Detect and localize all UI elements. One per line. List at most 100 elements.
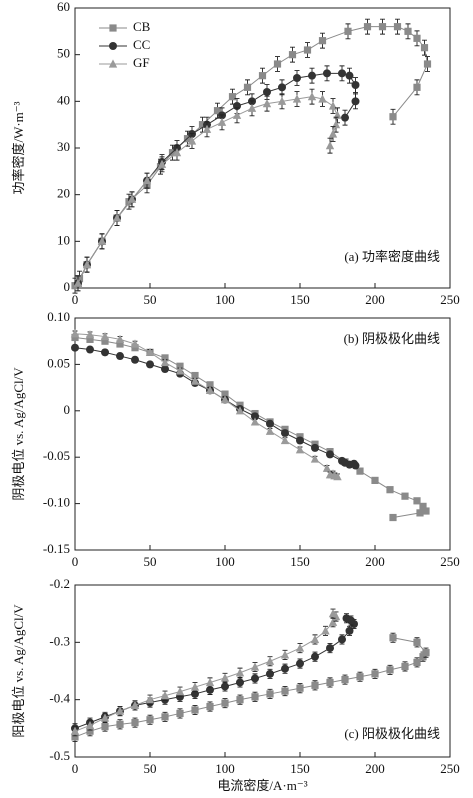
y-tick-label: -0.05	[43, 448, 70, 463]
marker	[71, 333, 79, 342]
marker	[292, 94, 302, 103]
y-tick-label: 40	[57, 92, 70, 107]
series-line	[74, 637, 427, 738]
marker	[235, 406, 245, 415]
marker	[116, 340, 124, 348]
marker	[325, 141, 335, 150]
marker	[202, 124, 212, 133]
y-tick-label: 60	[57, 0, 70, 14]
marker	[265, 426, 275, 435]
marker	[146, 716, 154, 724]
marker	[386, 486, 394, 494]
marker	[345, 71, 354, 80]
marker	[82, 260, 92, 269]
marker	[71, 343, 79, 352]
marker	[311, 443, 319, 452]
plot-frame	[74, 317, 451, 551]
marker	[341, 676, 349, 684]
y-axis-label: 阳极电位 vs. Ag/AgCl/V	[11, 604, 26, 738]
marker	[344, 27, 352, 35]
marker	[328, 129, 338, 138]
panel-annotation: (c) 阳极极化曲线	[344, 726, 440, 741]
marker	[342, 614, 351, 623]
marker	[351, 81, 360, 89]
marker	[420, 44, 429, 52]
marker	[146, 360, 154, 369]
marker	[160, 357, 170, 367]
marker	[371, 670, 379, 678]
marker	[338, 635, 346, 644]
y-tick-label: -0.4	[49, 691, 70, 706]
marker	[251, 412, 259, 421]
marker	[236, 696, 244, 704]
marker	[86, 345, 94, 354]
y-tick-label: -0.5	[49, 748, 70, 763]
marker	[341, 113, 349, 122]
marker	[232, 110, 242, 119]
marker	[278, 83, 286, 92]
y-tick-label: 0.10	[47, 309, 70, 324]
marker	[311, 652, 319, 661]
marker	[70, 726, 80, 735]
marker	[266, 419, 274, 428]
marker	[363, 23, 372, 31]
marker	[350, 459, 358, 468]
marker	[85, 720, 95, 730]
marker	[100, 713, 110, 722]
series-line	[74, 613, 337, 732]
marker	[295, 445, 305, 454]
series-line	[74, 26, 429, 286]
marker	[422, 507, 430, 515]
marker	[307, 92, 317, 101]
marker	[318, 37, 327, 45]
marker	[416, 509, 424, 517]
y-tick-label: -0.15	[43, 541, 70, 556]
marker	[145, 347, 155, 356]
x-tick-label: 0	[72, 761, 79, 776]
marker	[333, 110, 342, 119]
x-tick-label: 200	[365, 554, 385, 569]
x-tick-label: 250	[440, 292, 460, 307]
marker	[73, 278, 83, 287]
marker	[127, 194, 137, 203]
marker	[277, 96, 287, 105]
marker	[338, 69, 346, 78]
marker	[419, 653, 427, 661]
marker	[308, 71, 316, 80]
marker	[413, 497, 421, 505]
marker	[97, 236, 107, 245]
marker	[131, 719, 139, 727]
marker	[221, 699, 229, 707]
y-tick-label: 0	[64, 402, 71, 417]
marker	[413, 658, 421, 666]
marker	[413, 83, 421, 91]
y-tick-label: 30	[57, 139, 70, 154]
marker	[205, 677, 215, 687]
x-tick-label: 150	[290, 761, 310, 776]
marker	[157, 159, 167, 168]
marker	[198, 121, 207, 129]
marker	[116, 720, 124, 728]
x-tick-label: 200	[365, 761, 385, 776]
marker	[221, 390, 229, 398]
marker	[115, 334, 125, 343]
plot-frame	[74, 7, 451, 289]
marker	[101, 723, 109, 731]
y-tick-label: 50	[57, 46, 70, 61]
marker	[251, 693, 259, 701]
marker	[295, 643, 305, 652]
y-tick-label: 10	[57, 232, 70, 247]
marker	[175, 366, 185, 375]
marker	[145, 695, 155, 704]
x-tick-label: 50	[144, 292, 157, 307]
marker	[281, 429, 289, 438]
marker	[423, 60, 432, 68]
marker	[311, 681, 319, 689]
marker	[422, 649, 430, 657]
marker	[115, 706, 125, 715]
marker	[176, 362, 184, 370]
marker	[328, 101, 338, 110]
marker	[265, 656, 275, 665]
marker	[250, 662, 260, 671]
marker	[293, 74, 301, 82]
